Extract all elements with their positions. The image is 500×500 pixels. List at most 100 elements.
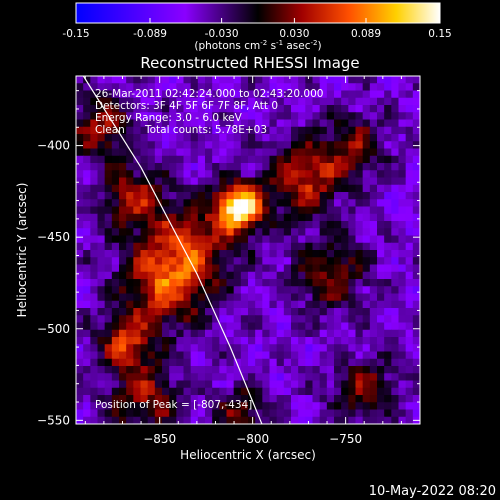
heatmap-cell — [133, 257, 142, 266]
heatmap-cell — [334, 380, 342, 389]
heatmap-cell — [334, 148, 342, 157]
heatmap-cell — [219, 105, 228, 113]
heatmap-cell — [119, 373, 127, 382]
heatmap-cell — [341, 155, 349, 164]
heatmap-cell — [76, 228, 84, 237]
heatmap-cell — [319, 329, 328, 338]
heatmap-cell — [276, 213, 285, 222]
heatmap-cell — [226, 366, 235, 374]
heatmap-cell — [391, 402, 400, 411]
heatmap-cell — [226, 308, 235, 316]
heatmap-cell — [111, 366, 120, 374]
heatmap-cell — [219, 257, 228, 266]
heatmap-cell — [398, 126, 407, 135]
heatmap-cell — [111, 257, 120, 266]
heatmap-cell — [319, 119, 328, 128]
heatmap-cell — [248, 76, 256, 84]
heatmap-cell — [154, 250, 163, 258]
heatmap-cell — [119, 228, 127, 237]
heatmap-cell — [83, 126, 91, 135]
heatmap-cell — [248, 134, 256, 142]
heatmap-cell — [412, 134, 420, 142]
heatmap-cell — [248, 322, 256, 331]
heatmap-cell — [248, 271, 256, 280]
heatmap-cell — [291, 366, 299, 374]
heatmap-cell — [291, 402, 299, 411]
heatmap-cell — [377, 329, 385, 338]
heatmap-cell — [405, 366, 414, 374]
heatmap-cell — [233, 199, 242, 208]
heatmap-cell — [283, 228, 292, 237]
heatmap-cell — [126, 409, 134, 418]
heatmap-cell — [298, 315, 306, 324]
heatmap-cell — [140, 126, 149, 135]
heatmap-cell — [154, 257, 163, 266]
heatmap-cell — [169, 163, 177, 171]
heatmap-cell — [362, 250, 371, 258]
heatmap-cell — [362, 213, 371, 222]
heatmap-cell — [262, 402, 271, 411]
heatmap-cell — [183, 228, 192, 237]
heatmap-cell — [76, 344, 84, 353]
heatmap-cell — [162, 402, 170, 411]
heatmap-cell — [240, 300, 249, 309]
heatmap-cell — [176, 395, 185, 403]
heatmap-cell — [334, 163, 342, 171]
heatmap-cell — [104, 170, 113, 179]
heatmap-cell — [176, 242, 185, 251]
heatmap-cell — [176, 213, 185, 222]
heatmap-cell — [283, 199, 292, 208]
heatmap-cell — [334, 97, 342, 106]
heatmap-cell — [312, 293, 321, 302]
heatmap-cell — [391, 235, 400, 244]
heatmap-cell — [319, 235, 328, 244]
heatmap-cell — [212, 126, 220, 135]
heatmap-cell — [133, 235, 142, 244]
heatmap-cell — [162, 235, 170, 244]
heatmap-cell — [391, 329, 400, 338]
heatmap-cell — [283, 134, 292, 142]
heatmap-cell — [355, 337, 364, 345]
heatmap-cell — [291, 300, 299, 309]
heatmap-cell — [362, 112, 371, 121]
heatmap-cell — [140, 155, 149, 164]
heatmap-cell — [305, 97, 314, 106]
heatmap-cell — [169, 271, 177, 280]
heatmap-cell — [276, 402, 285, 411]
heatmap-cell — [219, 119, 228, 128]
heatmap-cell — [255, 90, 263, 99]
heatmap-cell — [341, 387, 349, 396]
heatmap-cell — [248, 126, 256, 135]
heatmap-cell — [197, 228, 206, 237]
heatmap-cell — [147, 380, 156, 389]
heatmap-cell — [283, 286, 292, 295]
heatmap-cell — [190, 126, 199, 135]
heatmap-cell — [405, 257, 414, 266]
heatmap-cell — [169, 409, 177, 418]
heatmap-cell — [83, 148, 91, 157]
heatmap-cell — [104, 119, 113, 128]
heatmap-cell — [104, 395, 113, 403]
heatmap-cell — [133, 170, 142, 179]
heatmap-cell — [341, 206, 349, 215]
heatmap-cell — [255, 344, 263, 353]
heatmap-cell — [276, 286, 285, 295]
heatmap-cell — [305, 126, 314, 135]
heatmap-cell — [140, 97, 149, 106]
heatmap-cell — [212, 141, 220, 150]
heatmap-cell — [147, 257, 156, 266]
heatmap-cell — [197, 315, 206, 324]
heatmap-cell — [212, 293, 220, 302]
heatmap-cell — [355, 344, 364, 353]
heatmap-cell — [126, 293, 134, 302]
heatmap-cell — [111, 141, 120, 150]
heatmap-cell — [197, 199, 206, 208]
heatmap-cell — [133, 416, 142, 424]
heatmap-cell — [319, 264, 328, 273]
heatmap-cell — [384, 293, 392, 302]
heatmap-cell — [183, 155, 192, 164]
heatmap-cell — [362, 170, 371, 179]
heatmap-cell — [341, 293, 349, 302]
heatmap-cell — [398, 366, 407, 374]
heatmap-cell — [355, 409, 364, 418]
